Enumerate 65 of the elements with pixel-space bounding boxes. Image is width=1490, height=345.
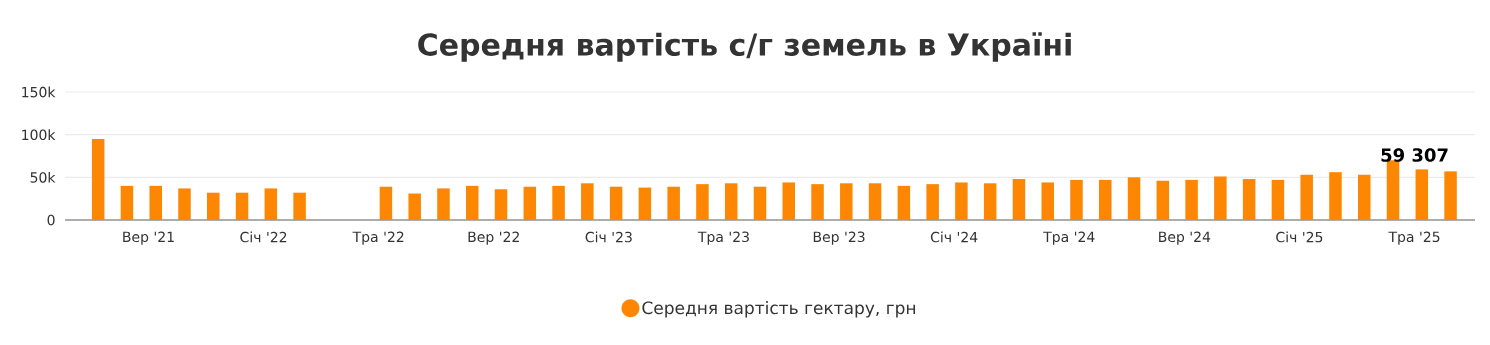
bar: [724, 183, 738, 220]
bar: [1185, 179, 1198, 220]
bar: [293, 192, 306, 220]
bar: [782, 182, 796, 220]
bar: [1070, 179, 1083, 220]
bar: [811, 184, 824, 220]
x-tick-label: Тра '24: [1043, 231, 1095, 245]
x-tick-label: Січ '22: [240, 231, 287, 243]
bar: [1242, 179, 1256, 220]
bar: [1041, 182, 1054, 220]
bar: [840, 183, 853, 220]
y-tick-label: 100k: [22, 129, 56, 141]
bar: [667, 186, 680, 220]
bar: [1415, 169, 1429, 220]
y-tick-label: 50k: [30, 171, 56, 183]
x-tick-label: Вер '22: [468, 231, 519, 245]
bar: [437, 188, 450, 220]
y-tick-label: 150k: [22, 86, 56, 98]
bar: [178, 188, 191, 220]
bar: [235, 192, 249, 220]
bar: [868, 183, 882, 220]
bar: [1329, 172, 1342, 220]
x-tick-label: Вер '24: [1159, 231, 1211, 245]
bar: [609, 186, 623, 220]
bar: [523, 186, 537, 220]
bar: [207, 192, 220, 220]
x-tick-label: Тра '25: [1388, 231, 1440, 245]
bar: [897, 185, 911, 220]
bar: [494, 189, 508, 220]
y-tick-label: 0: [47, 214, 55, 226]
bar: [955, 182, 968, 220]
bar: [1127, 177, 1141, 220]
bar: [91, 138, 105, 220]
bar: [379, 186, 393, 220]
bar: [1300, 174, 1313, 220]
bar: [696, 184, 709, 220]
x-tick-label: Січ '24: [930, 231, 978, 243]
x-tick-label: Вер '21: [123, 231, 174, 245]
bar: [120, 185, 134, 220]
bar: [465, 185, 479, 220]
bar: [926, 184, 939, 220]
bar: [1012, 179, 1026, 220]
bar: [1444, 171, 1457, 220]
bar: [149, 185, 162, 220]
bar: [1214, 176, 1227, 220]
bar: [1386, 160, 1400, 220]
bar: [638, 187, 652, 220]
x-tick-label: Вер '23: [813, 231, 865, 245]
legend-label: Середня вартість гектару, грн: [642, 301, 915, 318]
bar: [983, 183, 997, 220]
bar: [1271, 179, 1285, 220]
x-tick-label: Січ '23: [585, 231, 632, 243]
bar: [581, 183, 594, 220]
data-label: 59 307: [1381, 148, 1448, 162]
bar: [1156, 180, 1170, 220]
chart-title: Середня вартість с/г земель в Україні: [418, 32, 1071, 62]
bar: [552, 185, 565, 220]
bar: [1357, 174, 1371, 220]
x-tick-label: Тра '23: [697, 231, 749, 245]
bar: [408, 193, 421, 220]
x-tick-label: Тра '22: [352, 231, 404, 245]
bar: [264, 188, 278, 220]
bar: [753, 186, 767, 220]
bar: [1099, 179, 1112, 220]
x-tick-label: Січ '25: [1276, 231, 1323, 243]
